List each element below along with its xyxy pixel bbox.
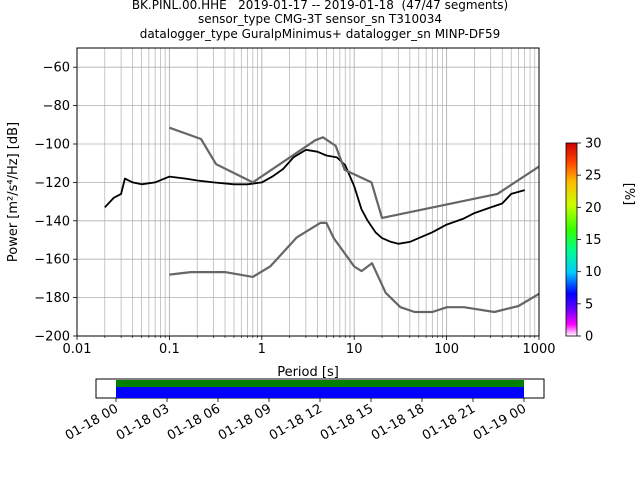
y-tick-label: −60 <box>43 61 70 76</box>
colorbar-tick-label: 15 <box>585 233 602 248</box>
y-tick-label: −140 <box>34 214 70 229</box>
y-tick-label: −100 <box>34 138 70 153</box>
timeline-used-bar <box>116 387 524 398</box>
colorbar-tick-label: 0 <box>585 330 593 345</box>
timeline-tick-label: 01-18 12 <box>267 401 325 443</box>
timeline-tick-label: 01-18 18 <box>369 401 427 443</box>
timeline-tick-label: 01-18 15 <box>318 401 376 443</box>
x-axis-ticks: 0.01 0.1 1 10 100 1000 <box>63 336 556 357</box>
y-tick-label: −120 <box>34 176 70 191</box>
figure-title-line-3: datalogger_type GuralpMinimus+ datalogge… <box>139 27 501 41</box>
timeline-tick-label: 01-18 06 <box>165 401 223 443</box>
x-tick-label: 1000 <box>522 342 555 357</box>
x-tick-label: 0.01 <box>63 342 92 357</box>
colorbar-tick-label: 25 <box>585 169 602 184</box>
timeline-tick-label: 01-18 09 <box>216 401 274 443</box>
colorbar <box>565 142 578 337</box>
plot-frame <box>76 47 540 337</box>
figure-title-line-1: BK.PINL.00.HHE 2019-01-17 -- 2019-01-18 … <box>131 0 509 12</box>
x-tick-label: 10 <box>346 342 363 357</box>
y-tick-label: −80 <box>43 99 70 114</box>
plot-grid <box>76 48 539 336</box>
colorbar-ticks: 0 5 10 15 20 25 30 <box>577 137 602 345</box>
y-tick-label: −180 <box>34 291 70 306</box>
x-tick-label: 100 <box>434 342 459 357</box>
x-axis-label: Period [s] <box>277 365 339 380</box>
colorbar-label: [%] <box>621 183 636 206</box>
timeline-tick-label: 01-19 00 <box>471 401 529 443</box>
colorbar-tick-label: 30 <box>585 137 602 152</box>
timeline-tick-label: 01-18 03 <box>114 401 172 443</box>
colorbar-tick-label: 20 <box>585 201 602 216</box>
y-tick-label: −160 <box>34 253 70 268</box>
timeline-tick-label: 01-18 00 <box>63 401 121 443</box>
low-noise-model-line <box>169 221 539 314</box>
x-tick-label: 0.1 <box>159 342 180 357</box>
y-axis-label: Power [m²/s⁴/Hz] [dB] <box>6 122 21 262</box>
mode-line <box>104 148 525 245</box>
y-tick-label: −200 <box>34 330 70 345</box>
high-noise-model-line <box>169 126 539 219</box>
figure-title-line-2: sensor_type CMG-3T sensor_sn T310034 <box>197 12 443 26</box>
y-axis-ticks: −60 −80 −100 −120 −140 −160 −180 −200 <box>34 61 77 345</box>
colorbar-tick-label: 5 <box>585 297 593 312</box>
timeline-tick-label: 01-18 21 <box>420 401 478 443</box>
timeline-coverage-bar <box>116 380 524 387</box>
colorbar-tick-label: 10 <box>585 265 602 280</box>
noise-model-curves <box>104 126 539 314</box>
x-tick-label: 1 <box>258 342 266 357</box>
